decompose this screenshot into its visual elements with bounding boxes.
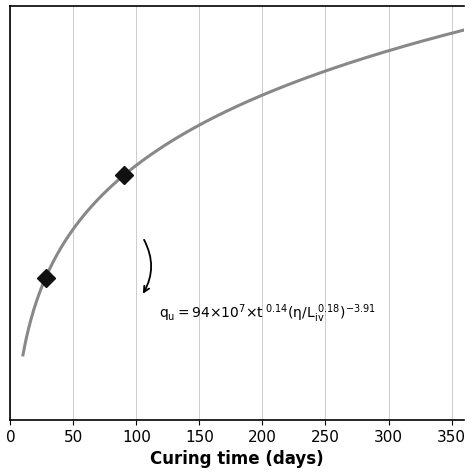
X-axis label: Curing time (days): Curing time (days) [150, 450, 324, 468]
Text: $\mathregular{q_u{=}94{\times}10^7{\times}t^{\ 0.14}(\eta/L_{iv}^{\ 0.18})^{-3.9: $\mathregular{q_u{=}94{\times}10^7{\time… [159, 302, 376, 325]
